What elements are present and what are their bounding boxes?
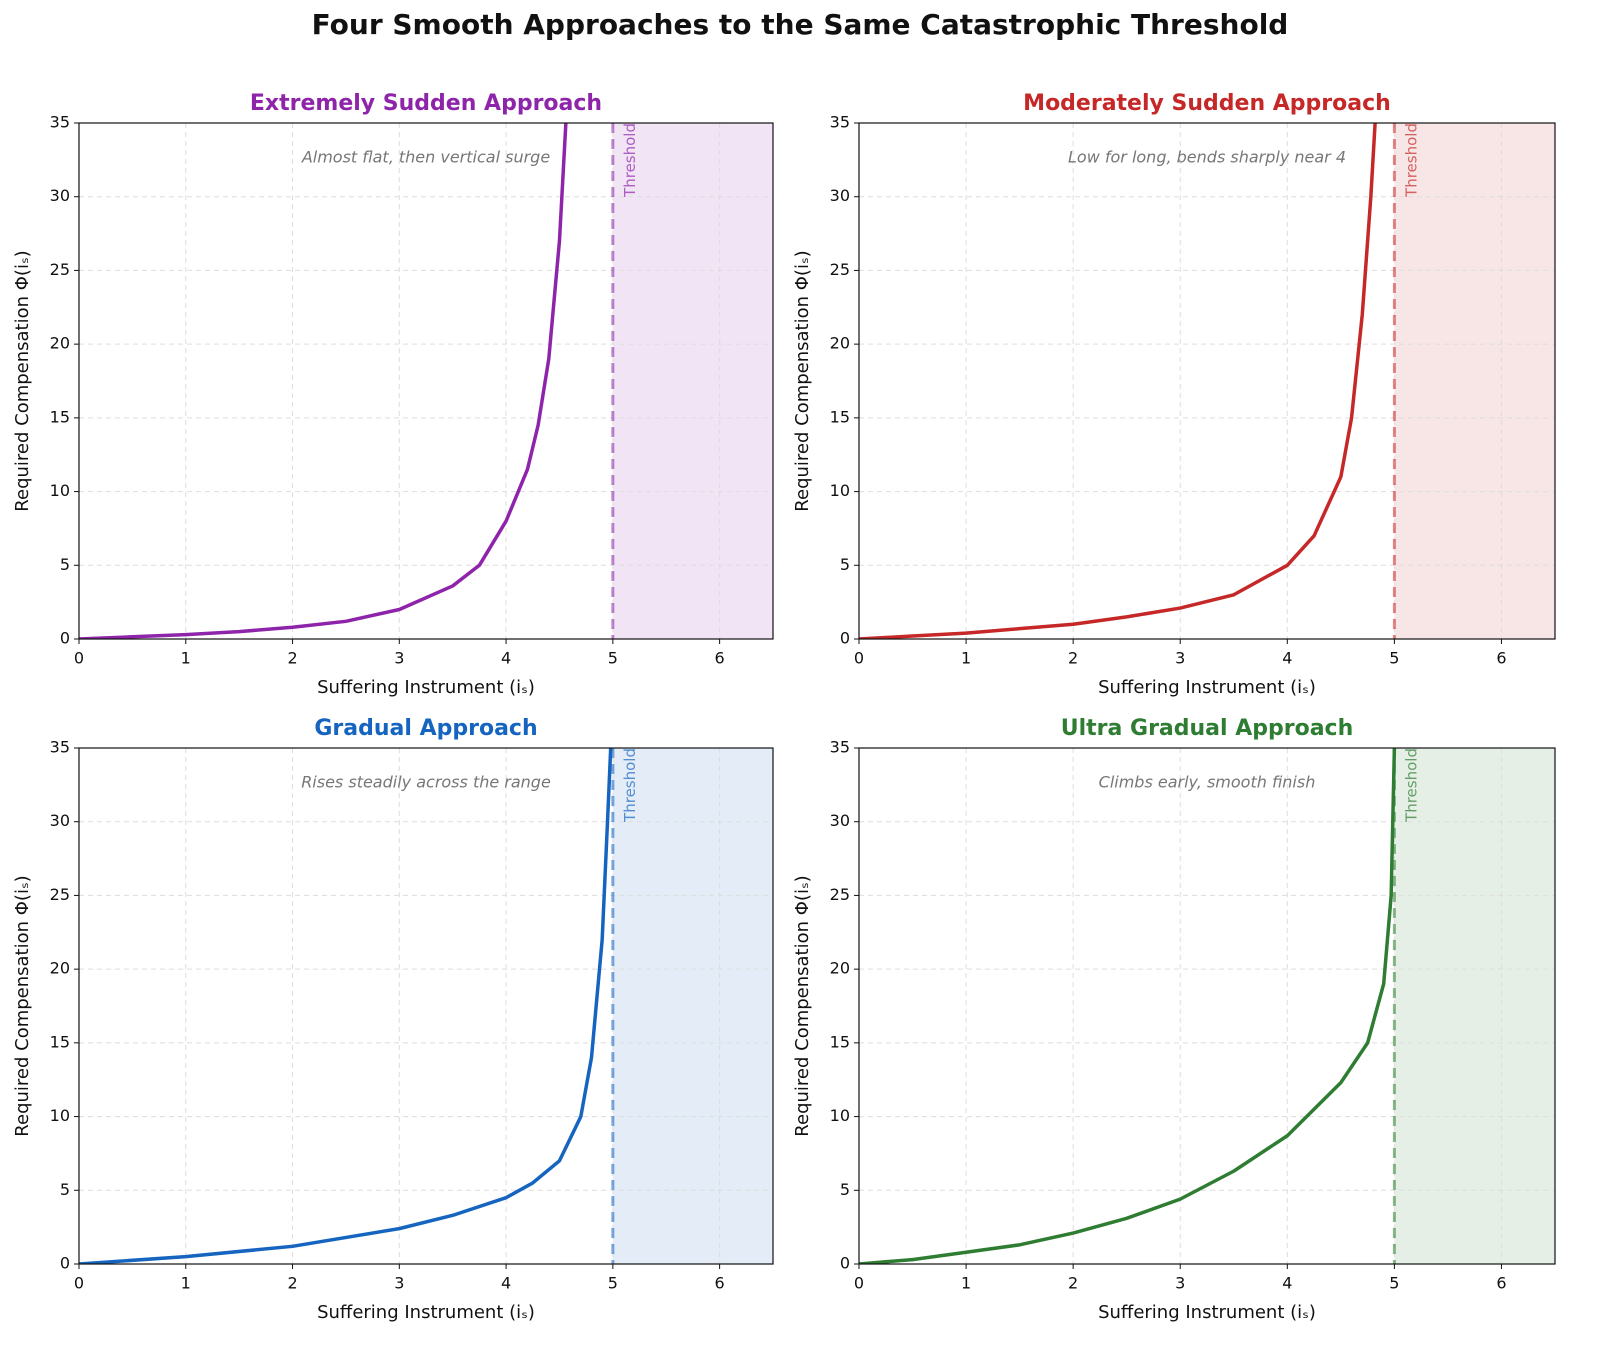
y-tick-label: 5 — [840, 555, 850, 574]
subplot: Threshold 0 1 2 3 4 5 6 0 5 10 15 20 25 30 35 Extremely … — [12, 91, 774, 698]
x-tick-label: 3 — [394, 1274, 404, 1293]
data-line — [79, 748, 613, 1264]
x-tick-label: 0 — [854, 649, 864, 668]
y-tick-label: 10 — [50, 481, 70, 500]
x-axis-label: Suffering Instrument (iₛ) — [1098, 1302, 1316, 1323]
y-tick-label: 0 — [60, 1254, 70, 1273]
y-tick-label: 30 — [830, 811, 850, 830]
y-axis-label: Required Compensation Φ(iₛ) — [12, 875, 33, 1136]
axes-frame — [858, 122, 1556, 640]
y-tick-label: 35 — [830, 113, 850, 132]
x-axis-label: Suffering Instrument (iₛ) — [1098, 677, 1316, 698]
figure-title: Four Smooth Approaches to the Same Catas… — [312, 8, 1289, 41]
threshold-region — [612, 748, 773, 1264]
y-tick-label: 20 — [830, 959, 850, 978]
threshold-label: Threshold — [1402, 748, 1420, 823]
y-tick-label: 0 — [840, 1254, 850, 1273]
data-line — [859, 123, 1377, 639]
threshold-label: Threshold — [621, 123, 639, 198]
x-tick-label: 6 — [715, 1274, 725, 1293]
y-tick-label: 10 — [50, 1106, 70, 1125]
y-axis-label: Required Compensation Φ(iₛ) — [792, 875, 813, 1136]
y-tick-label: 30 — [50, 186, 70, 205]
x-tick-label: 2 — [1068, 1274, 1078, 1293]
subplot-title: Ultra Gradual Approach — [1061, 716, 1354, 741]
x-tick-label: 5 — [1389, 649, 1399, 668]
y-tick-label: 30 — [830, 186, 850, 205]
x-tick-label: 0 — [74, 649, 84, 668]
x-tick-label: 0 — [854, 1274, 864, 1293]
y-tick-label: 5 — [60, 1180, 70, 1199]
threshold-region — [1394, 748, 1555, 1264]
y-tick-label: 15 — [50, 407, 70, 426]
axes-frame — [78, 122, 774, 640]
x-tick-label: 1 — [181, 1274, 191, 1293]
annotation: Rises steadily across the range — [301, 773, 551, 792]
axes-frame — [858, 747, 1556, 1265]
y-tick-label: 35 — [50, 113, 70, 132]
subplot-title: Gradual Approach — [314, 716, 537, 741]
x-tick-label: 3 — [1175, 649, 1185, 668]
y-tick-label: 5 — [60, 555, 70, 574]
y-tick-label: 20 — [50, 334, 70, 353]
x-tick-label: 2 — [1068, 649, 1078, 668]
data-line — [859, 748, 1397, 1264]
x-axis-label: Suffering Instrument (iₛ) — [317, 677, 535, 698]
x-tick-label: 1 — [961, 649, 971, 668]
threshold-region — [1394, 123, 1555, 639]
x-axis-label: Suffering Instrument (iₛ) — [317, 1302, 535, 1323]
y-tick-label: 25 — [830, 260, 850, 279]
subplot-title: Extremely Sudden Approach — [250, 91, 602, 116]
annotation: Climbs early, smooth finish — [1099, 773, 1316, 792]
threshold-region — [612, 123, 773, 639]
y-tick-label: 15 — [50, 1032, 70, 1051]
x-tick-label: 5 — [608, 1274, 618, 1293]
y-tick-label: 10 — [830, 481, 850, 500]
y-tick-label: 15 — [830, 407, 850, 426]
threshold-label: Threshold — [1402, 123, 1420, 198]
y-tick-label: 25 — [830, 885, 850, 904]
y-tick-label: 30 — [50, 811, 70, 830]
y-tick-label: 5 — [840, 1180, 850, 1199]
x-tick-label: 1 — [181, 649, 191, 668]
subplot: Threshold 0 1 2 3 4 5 6 0 5 10 15 20 25 30 35 Moderately… — [792, 91, 1556, 698]
x-tick-label: 3 — [394, 649, 404, 668]
x-tick-label: 6 — [715, 649, 725, 668]
y-axis-label: Required Compensation Φ(iₛ) — [12, 250, 33, 511]
y-tick-label: 15 — [830, 1032, 850, 1051]
y-tick-label: 20 — [50, 959, 70, 978]
data-line — [79, 123, 568, 639]
x-tick-label: 2 — [287, 649, 297, 668]
axes-frame — [78, 747, 774, 1265]
x-tick-label: 5 — [608, 649, 618, 668]
x-tick-label: 4 — [1282, 649, 1292, 668]
y-tick-label: 20 — [830, 334, 850, 353]
y-tick-label: 25 — [50, 260, 70, 279]
threshold-label: Threshold — [621, 748, 639, 823]
y-tick-label: 0 — [60, 629, 70, 648]
annotation: Almost flat, then vertical surge — [301, 148, 550, 167]
x-tick-label: 6 — [1496, 649, 1506, 668]
x-tick-label: 3 — [1175, 1274, 1185, 1293]
y-tick-label: 0 — [840, 629, 850, 648]
x-tick-label: 4 — [501, 1274, 511, 1293]
y-tick-label: 10 — [830, 1106, 850, 1125]
annotation: Low for long, bends sharply near 4 — [1068, 148, 1346, 167]
y-tick-label: 35 — [50, 738, 70, 757]
x-tick-label: 5 — [1389, 1274, 1399, 1293]
x-tick-label: 6 — [1496, 1274, 1506, 1293]
x-tick-label: 1 — [961, 1274, 971, 1293]
subplot: Threshold 0 1 2 3 4 5 6 0 5 10 15 20 25 30 35 Ultra Grad… — [792, 716, 1556, 1323]
y-tick-label: 25 — [50, 885, 70, 904]
x-tick-label: 0 — [74, 1274, 84, 1293]
subplot: Threshold 0 1 2 3 4 5 6 0 5 10 15 20 25 30 35 Gradual Ap… — [12, 716, 774, 1323]
subplot-title: Moderately Sudden Approach — [1023, 91, 1391, 116]
x-tick-label: 4 — [501, 649, 511, 668]
x-tick-label: 2 — [287, 1274, 297, 1293]
y-axis-label: Required Compensation Φ(iₛ) — [792, 250, 813, 511]
x-tick-label: 4 — [1282, 1274, 1292, 1293]
y-tick-label: 35 — [830, 738, 850, 757]
